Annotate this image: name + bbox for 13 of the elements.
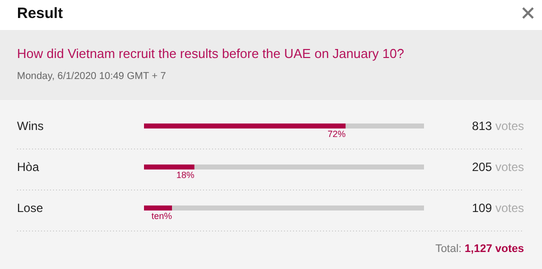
data-label: ten% [151,211,172,221]
text: 109 votes [472,201,524,215]
text: Monday, 6/1/2020 10:49 GMT + 7 [17,71,166,82]
y-tick-label: Hòa [17,160,40,174]
y-tick-label: Lose [17,201,44,215]
chart-title: Result [17,5,63,22]
y-tick-label: Wins [17,119,44,133]
text: Total: 1,127 votes [435,243,524,255]
data-label: 18% [176,170,194,180]
text: 813 votes [472,119,524,133]
data-label: 72% [328,129,346,139]
chart-subtitle: How did Vietnam recruit the results before the UAE on January 10? [17,46,404,61]
text: 205 votes [472,160,524,174]
